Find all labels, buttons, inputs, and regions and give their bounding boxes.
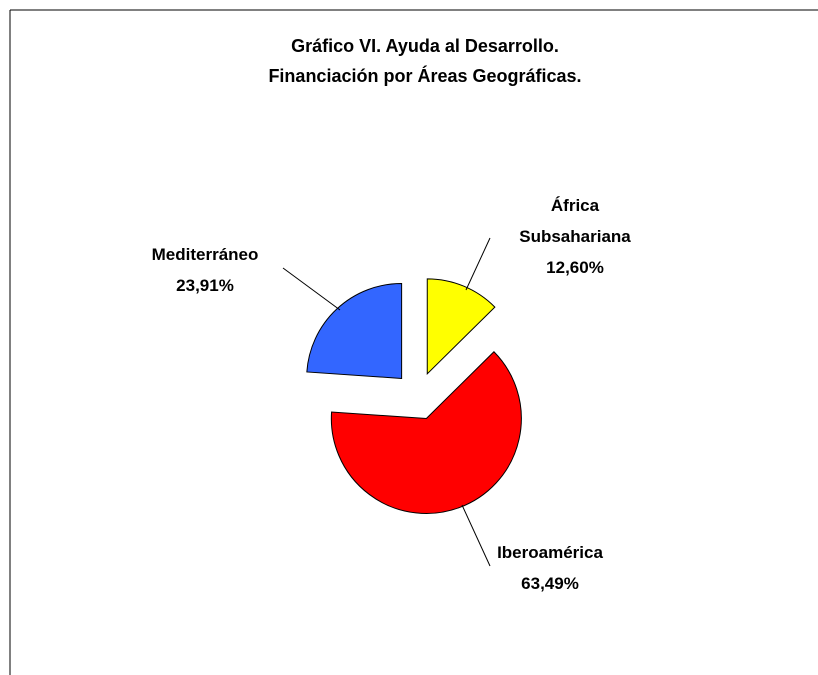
value-label: 63,49% <box>521 574 579 593</box>
leader-line <box>461 504 491 567</box>
slice-label: Mediterráneo 23,91% <box>130 239 280 301</box>
chart-title: Gráfico VI. Ayuda al Desarrollo. <box>291 36 559 56</box>
pie <box>306 278 522 514</box>
category-label: África Subsahariana <box>519 196 631 246</box>
chart-subtitle: Financiación por Áreas Geográficas. <box>268 66 582 86</box>
slice-label: Iberoamérica 63,49% <box>480 537 620 599</box>
pie-slice <box>426 278 496 376</box>
value-label: 23,91% <box>176 276 234 295</box>
leader-line <box>465 237 491 291</box>
leader-line <box>282 267 341 311</box>
pie-slice <box>330 351 522 514</box>
category-label: Mediterráneo <box>151 245 259 264</box>
value-label: 12,60% <box>546 258 604 277</box>
slice-label: África Subsahariana 12,60% <box>505 190 645 283</box>
category-label: Iberoamérica <box>497 543 603 562</box>
pie-slice <box>306 282 403 379</box>
